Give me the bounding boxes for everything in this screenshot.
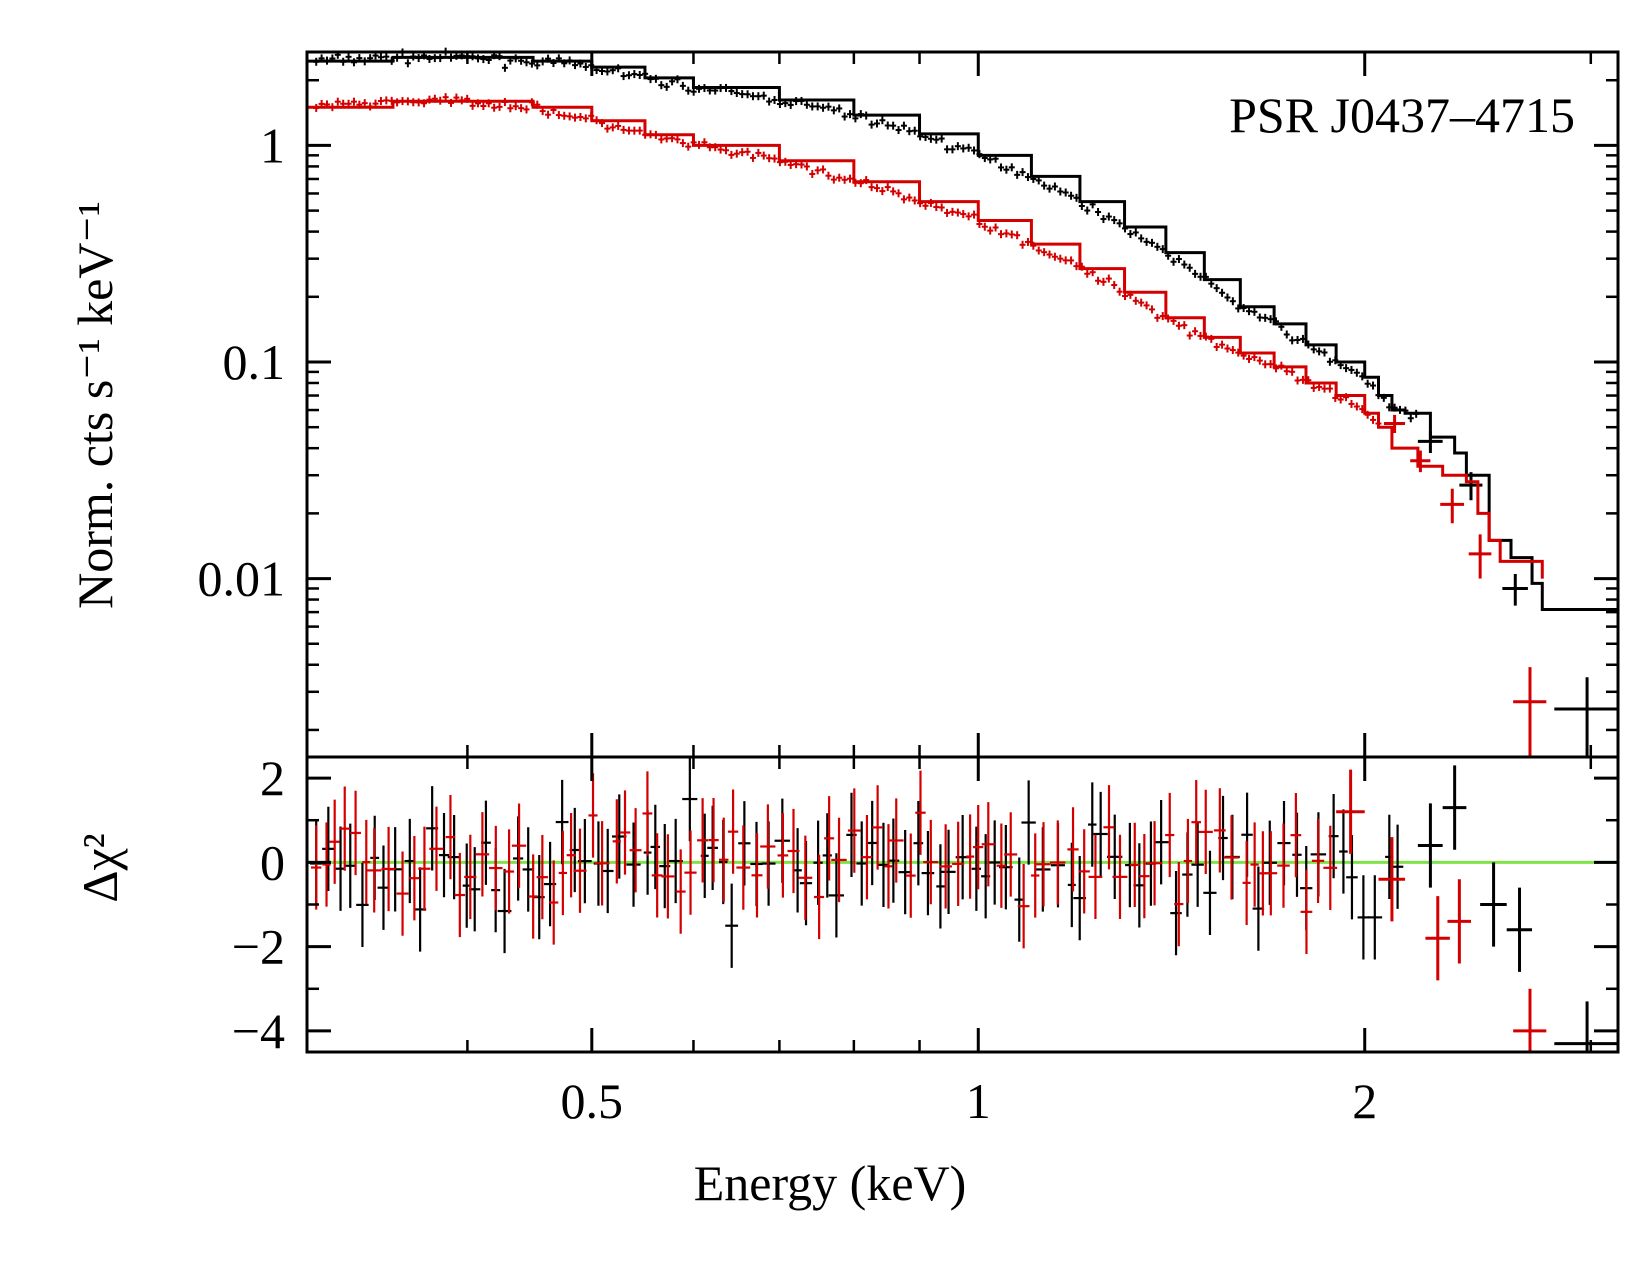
bottom-y-tick-label: −4 [232,1003,285,1059]
x-tick-label: 0.5 [561,1073,624,1129]
bottom-y-tick-label: −2 [232,919,285,975]
top-axes-frame [305,50,1620,759]
source-annotation: PSR J0437–4715 [1229,87,1575,143]
top-y-tick-label: 0.01 [198,551,286,607]
top-y-axis-label: Norm. cts s⁻¹ keV⁻¹ [67,201,123,609]
top-y-tick-label: 1 [260,117,285,173]
spectrum-panel [307,47,1618,757]
red-model-line [307,99,1544,579]
bottom-y-axis-label: Δχ² [72,833,128,902]
x-axis-label: Energy (keV) [694,1155,967,1211]
x-tick-label: 2 [1352,1073,1377,1129]
residual-panel [307,757,1618,1052]
red-dense-data [313,93,1382,428]
bottom-y-tick-label: 0 [260,834,285,890]
black-dense-data [313,47,1420,423]
top-y-tick-label: 0.1 [223,334,286,390]
x-tick-label: 1 [966,1073,991,1129]
axes-frames: 0.5 1 2 0.01 0.1 1 −4 −2 0 2 [198,50,1620,1129]
red-dense-residuals [310,770,1338,954]
bottom-y-tick-label: 2 [260,750,285,806]
